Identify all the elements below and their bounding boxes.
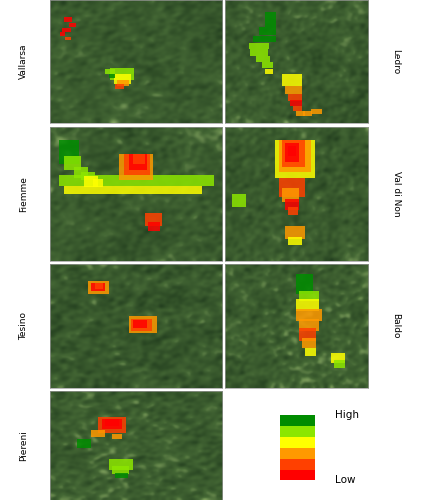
- Bar: [116, 84, 124, 89]
- Bar: [311, 108, 322, 114]
- Bar: [282, 74, 302, 86]
- Bar: [98, 418, 126, 432]
- Bar: [74, 167, 88, 178]
- Text: Baldo: Baldo: [392, 313, 400, 338]
- Bar: [91, 282, 105, 292]
- Bar: [145, 212, 162, 226]
- Bar: [105, 418, 119, 426]
- Bar: [131, 318, 151, 331]
- Text: Fiemme: Fiemme: [19, 176, 28, 212]
- Bar: [93, 179, 103, 187]
- Bar: [303, 111, 312, 116]
- Bar: [250, 50, 268, 56]
- Bar: [288, 236, 302, 244]
- Bar: [299, 328, 316, 340]
- Bar: [280, 470, 315, 480]
- Bar: [59, 175, 214, 186]
- Bar: [148, 222, 160, 231]
- Bar: [62, 28, 70, 32]
- Bar: [290, 100, 302, 106]
- Bar: [78, 439, 91, 448]
- Bar: [116, 473, 127, 478]
- Bar: [108, 458, 133, 469]
- Bar: [280, 448, 315, 458]
- Bar: [302, 338, 316, 348]
- Bar: [84, 176, 98, 187]
- Bar: [110, 68, 135, 80]
- Bar: [280, 426, 315, 437]
- Bar: [265, 12, 276, 27]
- Bar: [59, 140, 79, 164]
- Bar: [95, 282, 103, 289]
- Bar: [299, 292, 319, 301]
- Bar: [285, 199, 299, 210]
- Bar: [285, 143, 299, 162]
- Bar: [64, 18, 72, 22]
- Bar: [105, 69, 116, 74]
- Bar: [232, 194, 246, 207]
- Bar: [60, 32, 65, 36]
- Bar: [129, 154, 146, 170]
- Bar: [275, 140, 315, 178]
- Bar: [280, 415, 315, 426]
- Bar: [256, 56, 271, 62]
- Bar: [108, 74, 116, 78]
- Bar: [280, 458, 315, 469]
- Bar: [133, 320, 146, 328]
- Bar: [64, 156, 81, 170]
- Text: Piereni: Piereni: [19, 430, 28, 461]
- Bar: [288, 207, 298, 215]
- Bar: [112, 434, 122, 439]
- Bar: [102, 418, 122, 430]
- Bar: [333, 360, 345, 368]
- Bar: [299, 318, 319, 331]
- Text: Tesino: Tesino: [19, 312, 28, 340]
- Bar: [282, 140, 305, 167]
- Bar: [288, 146, 296, 156]
- Bar: [296, 111, 305, 116]
- Bar: [91, 430, 105, 437]
- Text: Val di Non: Val di Non: [392, 171, 400, 216]
- Bar: [249, 43, 269, 50]
- Bar: [282, 188, 299, 202]
- Bar: [285, 86, 302, 94]
- Bar: [279, 140, 311, 172]
- Text: Low: Low: [335, 476, 356, 486]
- Bar: [119, 154, 154, 180]
- Text: Ledro: Ledro: [392, 49, 400, 74]
- Bar: [305, 348, 316, 356]
- Bar: [112, 466, 129, 474]
- Bar: [296, 274, 314, 294]
- Bar: [64, 186, 202, 194]
- Bar: [280, 437, 315, 448]
- Bar: [259, 27, 276, 34]
- Bar: [293, 106, 302, 111]
- Text: High: High: [335, 410, 359, 420]
- Bar: [285, 226, 305, 239]
- Bar: [124, 154, 150, 175]
- Bar: [133, 154, 145, 164]
- Bar: [262, 62, 273, 68]
- Bar: [296, 308, 322, 321]
- Bar: [65, 37, 70, 40]
- Bar: [88, 282, 108, 294]
- Bar: [69, 24, 76, 27]
- Bar: [117, 80, 129, 86]
- Bar: [114, 74, 131, 84]
- Bar: [331, 353, 345, 363]
- Bar: [296, 299, 319, 311]
- Bar: [288, 94, 302, 102]
- Text: Vallarsa: Vallarsa: [19, 44, 28, 80]
- Bar: [81, 172, 95, 180]
- Bar: [253, 36, 276, 42]
- Bar: [129, 316, 157, 334]
- Bar: [279, 178, 305, 197]
- Bar: [265, 69, 273, 74]
